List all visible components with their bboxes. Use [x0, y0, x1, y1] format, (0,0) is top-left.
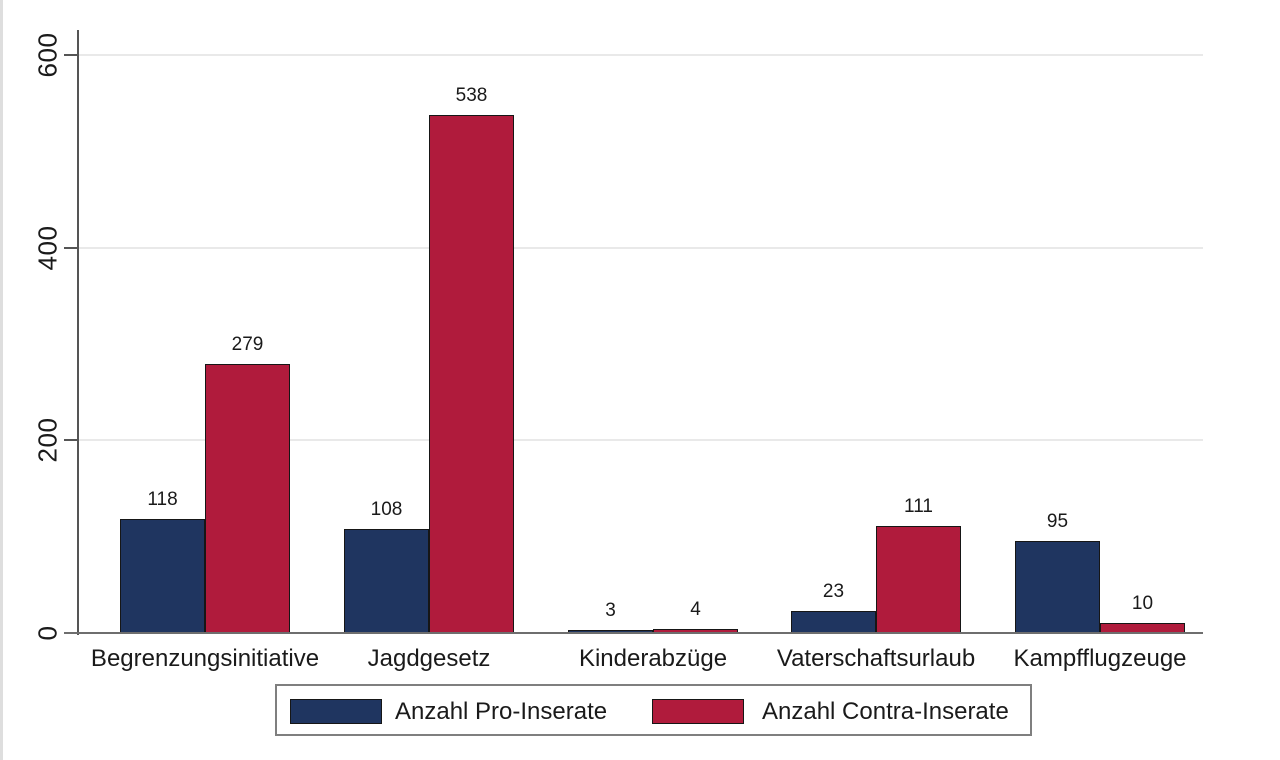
gridline	[79, 246, 1203, 249]
category-label-4: Vaterschaftsurlaub	[776, 645, 976, 672]
category-label-2: Jagdgesetz	[367, 645, 491, 672]
y-tick	[64, 439, 79, 442]
legend-swatch-pro	[290, 699, 382, 724]
category-label-1: Begrenzungsinitiative	[90, 645, 320, 672]
category-label-5: Kampfflugzeuge	[1013, 645, 1187, 672]
bar-pro-2	[344, 528, 429, 633]
gridline	[79, 439, 1203, 442]
bar-value-label: 108	[370, 498, 403, 520]
y-tick-label: 200	[32, 417, 63, 463]
bar-contra-4	[876, 526, 961, 633]
bar-value-label: 10	[1131, 593, 1154, 615]
bar-pro-4	[791, 610, 876, 633]
y-axis-line	[77, 30, 79, 635]
y-tick	[64, 246, 79, 249]
legend: Anzahl Pro-Inserate Anzahl Contra-Insera…	[275, 684, 1032, 736]
legend-label-pro: Anzahl Pro-Inserate	[395, 698, 608, 725]
bar-contra-1	[205, 364, 290, 633]
bar-value-label: 3	[605, 600, 616, 622]
bar-pro-5	[1015, 541, 1100, 633]
legend-swatch-contra	[652, 699, 744, 724]
y-tick	[64, 54, 79, 56]
legend-label-contra: Anzahl Contra-Inserate	[762, 698, 1009, 725]
bar-value-label: 111	[904, 496, 933, 518]
bar-value-label: 538	[455, 84, 488, 106]
category-label-3: Kinderabzüge	[578, 645, 728, 672]
bar-value-label: 4	[690, 599, 701, 621]
page-edge-line	[0, 0, 3, 760]
y-tick-label: 400	[32, 225, 63, 271]
y-tick-label: 0	[32, 625, 63, 641]
bar-value-label: 95	[1046, 511, 1069, 533]
gridline	[79, 54, 1203, 56]
bar-contra-2	[429, 114, 514, 633]
bar-pro-1	[120, 519, 205, 633]
bar-value-label: 279	[231, 334, 264, 356]
bar-value-label: 23	[822, 580, 845, 602]
y-tick-label: 600	[32, 32, 63, 78]
bar-value-label: 118	[147, 489, 178, 511]
x-axis-line	[64, 632, 1203, 634]
